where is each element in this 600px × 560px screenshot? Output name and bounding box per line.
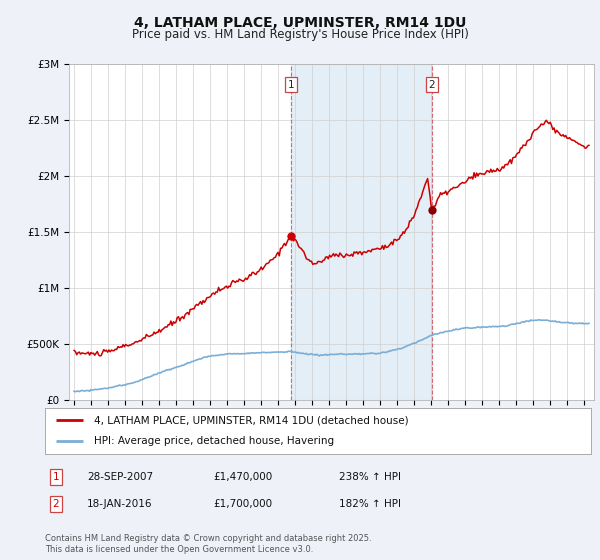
Bar — [291, 64, 432, 400]
Text: 182% ↑ HPI: 182% ↑ HPI — [339, 499, 401, 509]
Text: £1,470,000: £1,470,000 — [213, 472, 272, 482]
Text: £1,700,000: £1,700,000 — [213, 499, 272, 509]
Text: 238% ↑ HPI: 238% ↑ HPI — [339, 472, 401, 482]
Text: 4, LATHAM PLACE, UPMINSTER, RM14 1DU: 4, LATHAM PLACE, UPMINSTER, RM14 1DU — [134, 16, 466, 30]
Text: 4, LATHAM PLACE, UPMINSTER, RM14 1DU (detached house): 4, LATHAM PLACE, UPMINSTER, RM14 1DU (de… — [94, 415, 409, 425]
Text: 18-JAN-2016: 18-JAN-2016 — [87, 499, 152, 509]
Text: 2: 2 — [428, 80, 435, 90]
Text: 28-SEP-2007: 28-SEP-2007 — [87, 472, 153, 482]
Text: Price paid vs. HM Land Registry's House Price Index (HPI): Price paid vs. HM Land Registry's House … — [131, 28, 469, 41]
Text: Contains HM Land Registry data © Crown copyright and database right 2025.
This d: Contains HM Land Registry data © Crown c… — [45, 534, 371, 554]
Text: 1: 1 — [287, 80, 294, 90]
Text: 2: 2 — [52, 499, 59, 509]
Text: HPI: Average price, detached house, Havering: HPI: Average price, detached house, Have… — [94, 436, 334, 446]
Text: 1: 1 — [52, 472, 59, 482]
